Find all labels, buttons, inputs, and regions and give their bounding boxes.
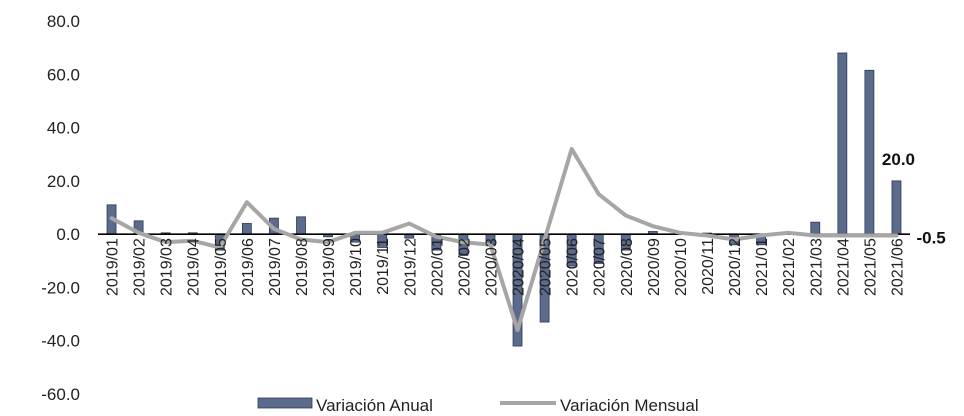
y-tick-label: 40.0 xyxy=(47,119,80,138)
x-tick-label: 2020/12 xyxy=(727,238,744,296)
x-tick-label: 2021/04 xyxy=(835,238,852,296)
x-tick-label: 2021/06 xyxy=(889,238,906,296)
x-tick-label: 2019/01 xyxy=(105,238,122,296)
bar xyxy=(296,216,306,235)
y-axis-ticks: 80.0 60.0 40.0 20.0 0.0 -20.0 -40.0 -60.0 xyxy=(41,12,80,404)
x-tick-label: 2020/09 xyxy=(646,238,663,296)
bar xyxy=(837,52,848,235)
x-tick-label: 2020/11 xyxy=(700,238,717,295)
x-tick-label: 2021/01 xyxy=(754,238,771,296)
y-tick-label: -40.0 xyxy=(41,332,80,351)
x-tick-label: 2019/06 xyxy=(240,238,257,296)
bar-series-variacion-anual xyxy=(106,52,902,347)
bar xyxy=(864,69,875,235)
x-tick-label: 2019/02 xyxy=(132,238,149,296)
x-tick-label: 2019/04 xyxy=(186,238,203,296)
legend-swatch-variacion-anual xyxy=(257,397,313,409)
legend: Variación Anual Variación Mensual xyxy=(257,396,699,415)
x-tick-label: 2020/04 xyxy=(511,238,528,296)
legend-label-variacion-anual: Variación Anual xyxy=(316,396,433,415)
y-tick-label: 80.0 xyxy=(47,12,80,31)
line-path xyxy=(109,146,899,333)
x-tick-label: 2019/10 xyxy=(348,238,365,296)
x-tick-label: 2020/03 xyxy=(483,238,500,296)
bar xyxy=(891,180,902,235)
x-tick-label: 2020/08 xyxy=(619,238,636,296)
x-tick-label: 2020/10 xyxy=(673,238,690,296)
x-tick-label: 2020/01 xyxy=(429,238,446,296)
data-labels: 20.0 -0.5 xyxy=(882,150,946,248)
x-tick-label: 2019/12 xyxy=(402,238,419,296)
bar xyxy=(241,223,252,235)
x-tick-label: 2019/05 xyxy=(213,238,230,296)
y-tick-label: -20.0 xyxy=(41,278,80,297)
x-tick-label: 2020/02 xyxy=(456,238,473,296)
y-tick-label: 60.0 xyxy=(47,65,80,84)
data-label-variacion-mensual: -0.5 xyxy=(916,228,945,247)
legend-label-variacion-mensual: Variación Mensual xyxy=(560,396,699,415)
y-tick-label: 0.0 xyxy=(56,225,80,244)
x-tick-label: 2020/07 xyxy=(592,238,609,296)
x-tick-label: 2021/03 xyxy=(808,238,825,296)
x-tick-label: 2019/09 xyxy=(321,238,338,296)
y-tick-label: 20.0 xyxy=(47,172,80,191)
bar xyxy=(810,221,821,235)
x-tick-label: 2019/08 xyxy=(294,238,311,296)
x-tick-label: 2021/02 xyxy=(781,238,798,296)
x-tick-label: 2019/11 xyxy=(375,238,392,295)
line-series-variacion-mensual xyxy=(109,146,899,333)
x-tick-label: 2020/06 xyxy=(565,238,582,296)
x-tick-label: 2021/05 xyxy=(862,238,879,296)
x-tick-label: 2020/05 xyxy=(538,238,555,296)
x-tick-label: 2019/07 xyxy=(267,238,284,296)
x-tick-label: 2019/03 xyxy=(159,238,176,296)
y-tick-label: -60.0 xyxy=(41,385,80,404)
data-label-variacion-anual: 20.0 xyxy=(882,150,915,169)
x-axis-ticks: 2019/01 2019/02 2019/03 2019/04 2019/05 2019/… xyxy=(105,238,907,296)
